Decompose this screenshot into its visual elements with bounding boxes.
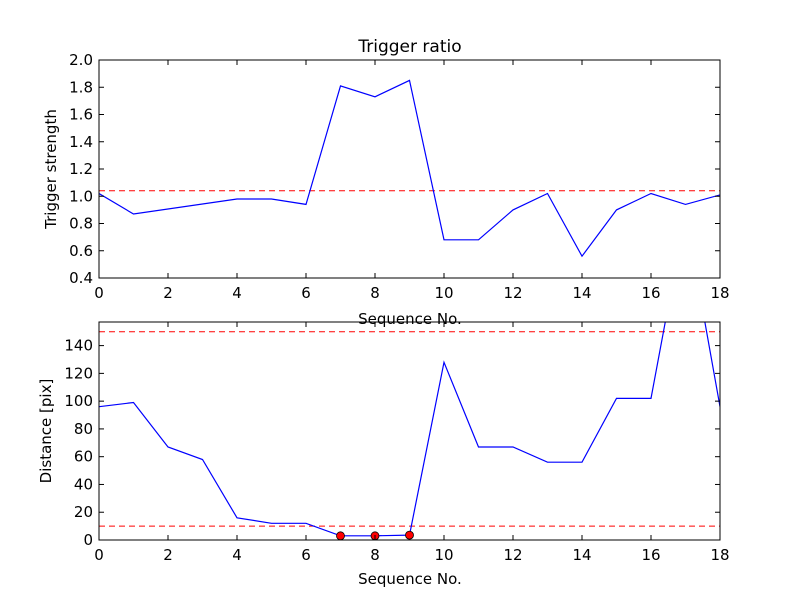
series-lines (99, 79, 720, 258)
y-tick-label: 120 (64, 364, 93, 382)
x-tick-label: 16 (641, 284, 660, 302)
x-tick-label: 10 (434, 546, 453, 564)
plot-frame (98, 321, 721, 541)
y-tick-label: 140 (64, 337, 93, 355)
y-tick-label: 2.0 (69, 51, 93, 69)
x-tick-label: 18 (710, 546, 729, 564)
y-tick-label: 20 (74, 503, 93, 521)
x-tick-label: 2 (163, 284, 173, 302)
plot-frame (98, 59, 721, 279)
x-tick-label: 14 (572, 284, 591, 302)
y-tick-label: 0 (83, 531, 93, 549)
y-tick-label: 1.8 (69, 78, 93, 96)
data-point-marker (336, 531, 345, 541)
y-axis-label: Distance [pix] (37, 379, 55, 484)
axis-ticks: 0 2 4 6 8 10 12 14 16 18 0 20 40 60 80 100 120 140 (64, 322, 730, 564)
y-tick-label: 40 (74, 475, 93, 493)
y-tick-label: 0.8 (69, 215, 93, 233)
distance-chart: 0 2 4 6 8 10 12 14 16 18 0 20 40 60 80 100 120 140 Sequen… (37, 321, 730, 588)
y-tick-label: 1.6 (69, 106, 93, 124)
y-tick-label: 100 (64, 392, 93, 410)
x-tick-label: 2 (163, 546, 173, 564)
y-tick-label: 80 (74, 420, 93, 438)
y-tick-label: 1.4 (69, 133, 93, 151)
data-point-marker (405, 530, 414, 540)
x-tick-label: 6 (301, 284, 311, 302)
y-tick-label: 1.2 (69, 160, 93, 178)
x-tick-label: 0 (94, 546, 104, 564)
x-tick-label: 6 (301, 546, 311, 564)
reference-lines (99, 331, 720, 527)
y-tick-label: 0.6 (69, 242, 93, 260)
chart-title: Trigger ratio (357, 37, 461, 57)
x-axis-label: Sequence No. (358, 310, 462, 328)
x-tick-label: 4 (232, 284, 242, 302)
x-tick-label: 8 (370, 284, 380, 302)
x-axis-label: Sequence No. (358, 570, 462, 588)
x-tick-label: 10 (434, 284, 453, 302)
x-tick-label: 12 (503, 284, 522, 302)
trigger-ratio-chart: Trigger ratio 0 2 4 6 8 10 12 14 16 18 0.4 0.6 0.8 1.… (42, 37, 730, 328)
x-tick-label: 18 (710, 284, 729, 302)
x-tick-label: 4 (232, 546, 242, 564)
y-tick-label: 1.0 (69, 187, 93, 205)
x-tick-label: 16 (641, 546, 660, 564)
y-axis-label: Trigger strength (42, 109, 60, 230)
x-tick-label: 12 (503, 546, 522, 564)
x-tick-label: 8 (370, 546, 380, 564)
y-tick-label: 0.4 (69, 269, 93, 287)
y-tick-label: 60 (74, 448, 93, 466)
x-tick-label: 0 (94, 284, 104, 302)
x-tick-label: 14 (572, 546, 591, 564)
series-line (99, 79, 720, 258)
axis-ticks: 0 2 4 6 8 10 12 14 16 18 0.4 0.6 0.8 1.0 1.2 1.4 1.6 1.8 2… (69, 51, 729, 302)
